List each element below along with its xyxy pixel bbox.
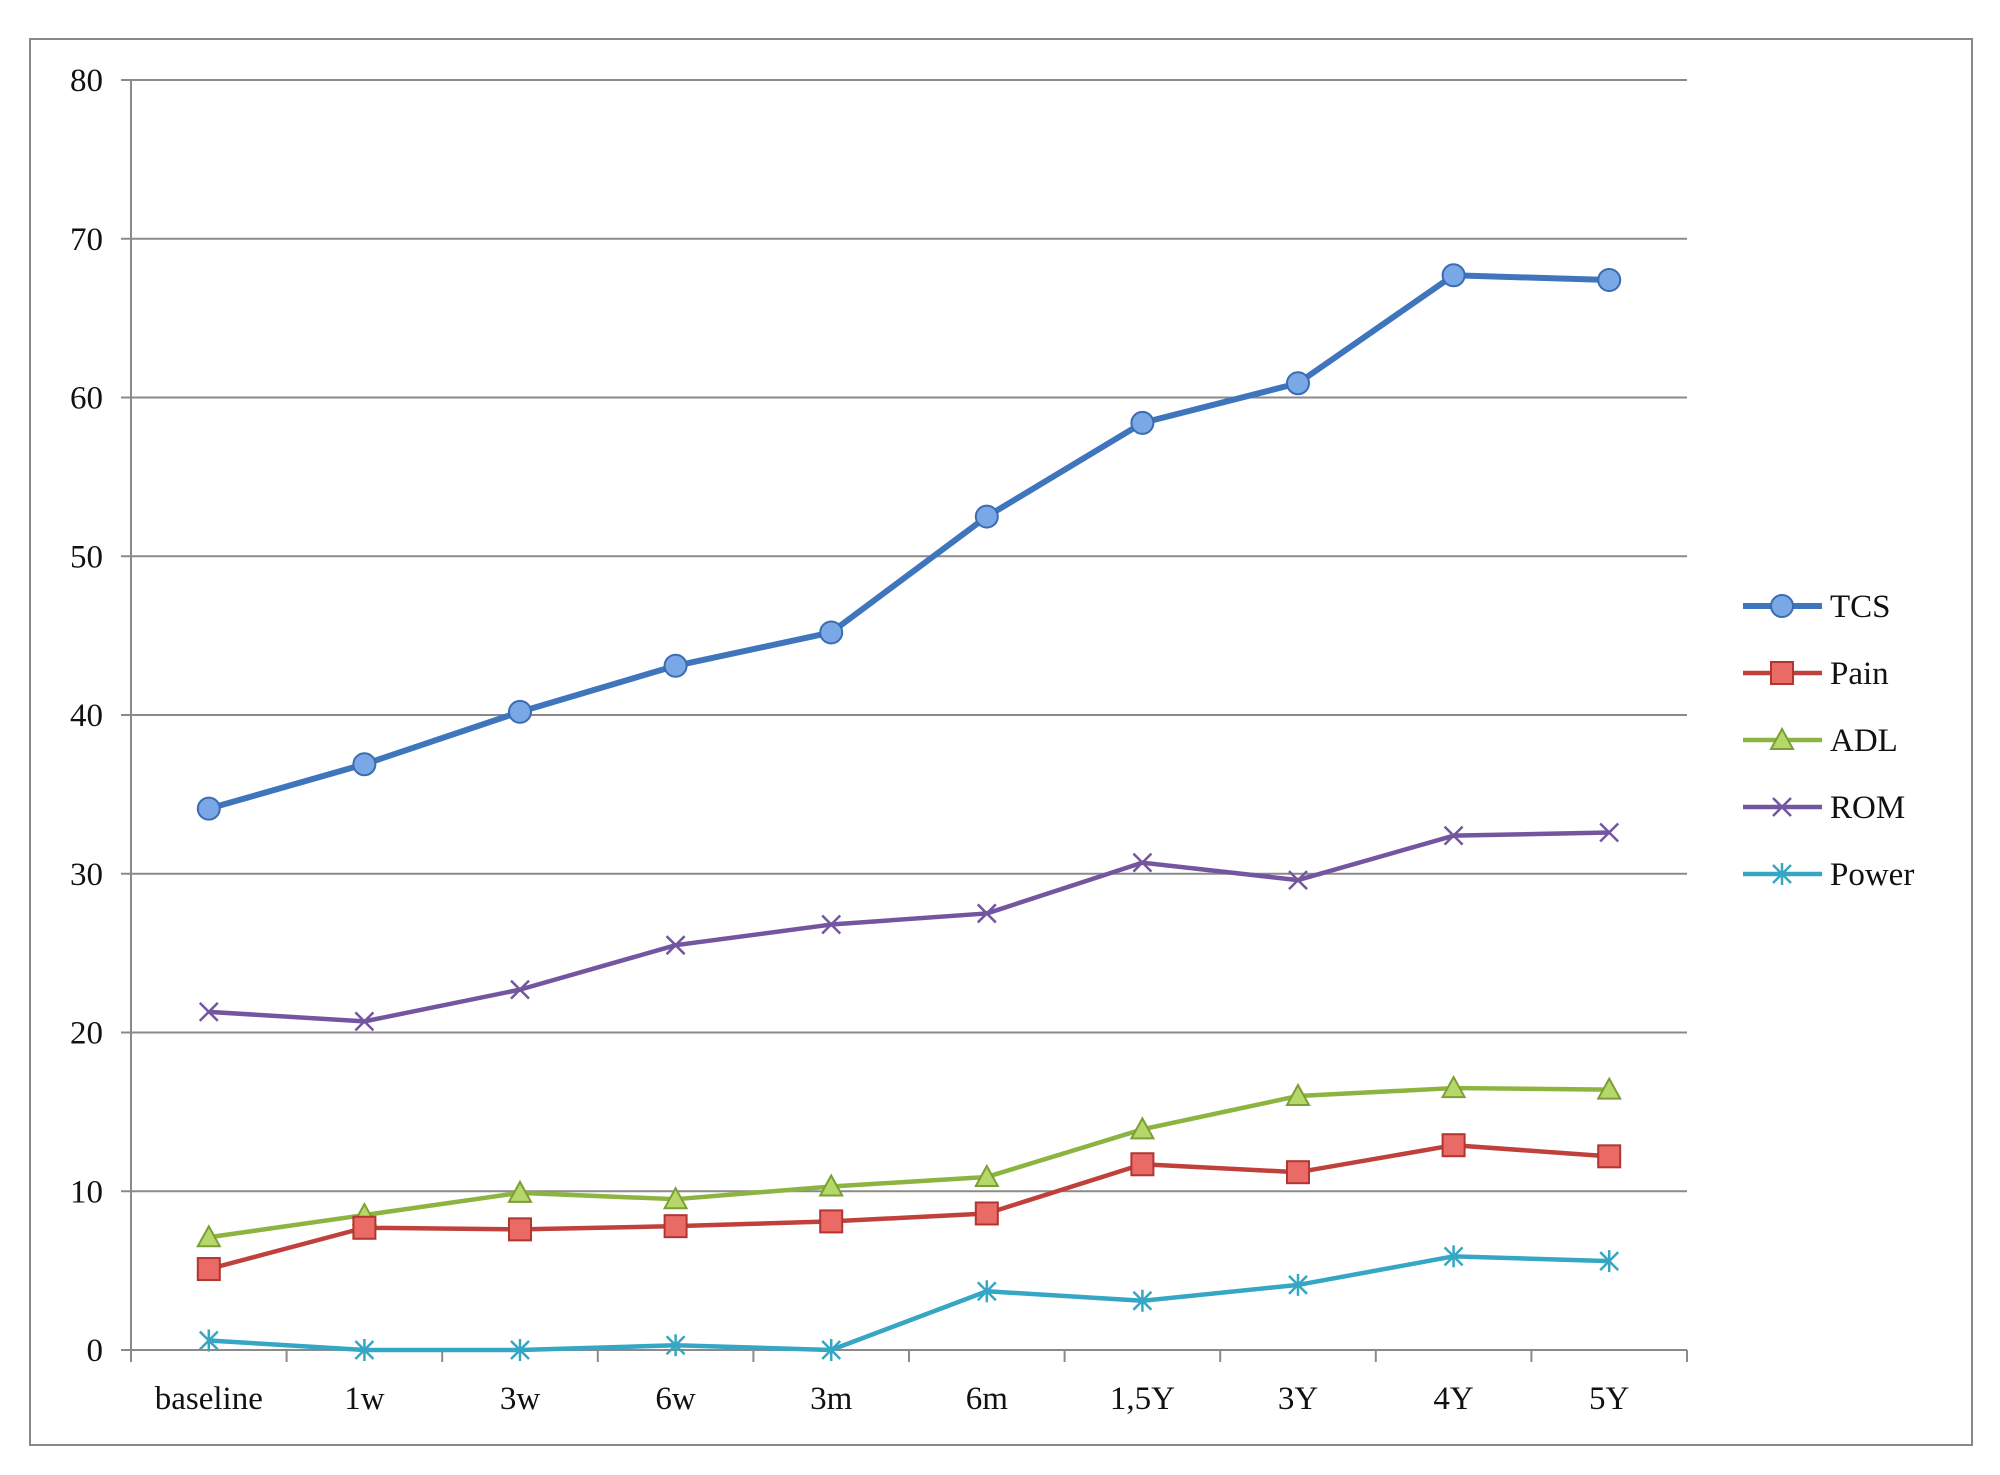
y-tick-label: 80	[70, 63, 103, 99]
data-point	[1130, 1152, 1155, 1177]
y-tick-label: 70	[70, 222, 103, 258]
data-point	[1599, 1250, 1620, 1273]
y-tick-label: 60	[70, 381, 103, 417]
y-tick-label: 50	[70, 539, 103, 575]
data-point	[1441, 263, 1466, 288]
data-point	[665, 935, 686, 956]
data-point	[976, 1280, 997, 1303]
data-point	[354, 1339, 375, 1361]
data-point	[662, 1186, 689, 1210]
series-line	[208, 830, 1610, 1024]
data-point	[352, 1215, 377, 1240]
legend-item-pain: Pain	[1743, 656, 1889, 692]
legend-label: ROM	[1830, 790, 1905, 826]
legend-label: Pain	[1830, 656, 1889, 692]
data-point	[1286, 1160, 1310, 1185]
series-power	[198, 1245, 1620, 1361]
data-point	[508, 1217, 532, 1242]
legend-item-tcs: TCS	[1743, 589, 1891, 625]
legend-marker	[1770, 661, 1794, 685]
data-point	[974, 504, 999, 529]
data-point	[665, 1334, 686, 1357]
series-tcs	[196, 263, 1622, 821]
data-point	[1599, 822, 1620, 843]
legend-label: Power	[1830, 857, 1914, 893]
data-point	[821, 914, 842, 935]
x-tick-label: baseline	[155, 1381, 263, 1417]
legend-label: TCS	[1830, 589, 1891, 625]
data-point	[510, 1339, 530, 1361]
data-point	[1132, 1289, 1153, 1312]
data-point	[1597, 1144, 1622, 1169]
chart-frame	[29, 38, 1973, 1446]
data-point	[1288, 1273, 1308, 1296]
series-adl	[196, 1074, 1622, 1248]
data-point	[1288, 870, 1308, 890]
data-point	[1443, 1245, 1464, 1268]
y-tick-label: 0	[87, 1333, 104, 1369]
data-point	[1443, 825, 1464, 846]
data-point	[196, 796, 221, 821]
data-point	[821, 1339, 842, 1361]
series-line	[208, 1085, 1610, 1240]
series-line	[208, 1254, 1610, 1353]
x-tick-label: 1w	[344, 1381, 385, 1417]
series-line	[207, 272, 1610, 812]
data-point	[198, 1001, 219, 1022]
y-tick-label: 30	[70, 857, 103, 893]
data-point	[1285, 1082, 1311, 1106]
series-pain	[196, 1133, 1622, 1282]
data-point	[510, 979, 530, 1000]
legend-marker	[1772, 863, 1792, 885]
x-tick-label: 3w	[500, 1381, 541, 1417]
data-point	[974, 1163, 1000, 1187]
x-tick-label: 4Y	[1433, 1381, 1473, 1417]
legend-item-power: Power	[1743, 857, 1914, 893]
x-tick-label: 6m	[966, 1381, 1009, 1417]
data-point	[507, 1179, 533, 1203]
data-point	[974, 1201, 999, 1226]
legend-label: ADL	[1830, 723, 1898, 759]
data-point	[663, 653, 688, 678]
data-point	[976, 903, 997, 924]
x-tick-label: 3Y	[1278, 1381, 1318, 1417]
series-line	[208, 1142, 1610, 1272]
data-point	[1597, 268, 1622, 293]
data-point	[1132, 852, 1153, 873]
legend-marker	[1769, 726, 1795, 750]
data-point	[819, 620, 844, 645]
data-point	[1596, 1076, 1622, 1100]
data-point	[354, 1011, 375, 1032]
data-point	[196, 1257, 221, 1282]
y-tick-label: 40	[70, 698, 103, 734]
x-tick-label: 5Y	[1589, 1381, 1629, 1417]
data-point	[1130, 410, 1155, 435]
y-tick-label: 10	[70, 1174, 103, 1210]
legend-item-adl: ADL	[1743, 723, 1898, 759]
data-point	[663, 1214, 688, 1239]
data-point	[1440, 1074, 1467, 1099]
series-rom	[198, 822, 1620, 1032]
data-point	[1441, 1133, 1466, 1158]
y-tick-label: 20	[70, 1016, 103, 1052]
data-point	[196, 1224, 222, 1248]
data-point	[818, 1173, 844, 1197]
x-tick-label: 6w	[655, 1381, 696, 1417]
data-point	[352, 752, 377, 777]
data-point	[198, 1329, 219, 1352]
legend-marker	[1770, 594, 1794, 618]
legend-item-rom: ROM	[1743, 790, 1905, 826]
data-point	[1286, 371, 1310, 396]
data-point	[1129, 1116, 1156, 1140]
legend-marker	[1772, 797, 1792, 817]
x-tick-label: 1,5Y	[1110, 1381, 1175, 1417]
x-tick-label: 3m	[810, 1381, 853, 1417]
data-point	[819, 1209, 844, 1234]
data-point	[508, 699, 532, 724]
